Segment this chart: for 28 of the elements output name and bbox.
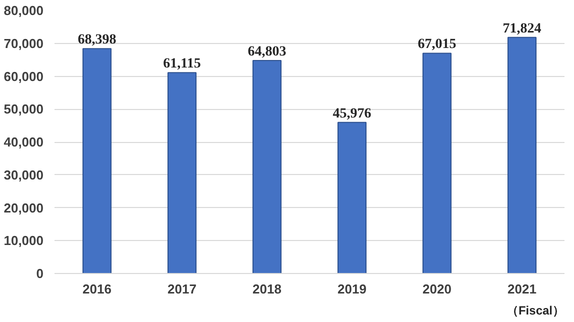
bar (507, 36, 537, 274)
y-tick-label: 10,000 (4, 233, 44, 248)
x-tick-label: 2017 (168, 282, 196, 296)
y-tick-label: 30,000 (4, 167, 44, 182)
data-label: 67,015 (418, 37, 456, 52)
data-label: 64,803 (248, 44, 286, 60)
x-tick-label: 2018 (252, 282, 282, 296)
bar (337, 122, 367, 274)
text: （Fiscal） (506, 304, 565, 318)
bar (167, 72, 197, 274)
data-label: 61,115 (163, 56, 201, 72)
data-label: 45,976 (332, 106, 372, 122)
y-tick-label: 20,000 (4, 200, 44, 216)
bar (82, 48, 112, 274)
y-tick-label: 70,000 (4, 36, 44, 51)
x-tick-label: 2020 (422, 282, 452, 296)
y-tick-label: 50,000 (4, 102, 44, 117)
bar (422, 52, 452, 274)
bar (252, 60, 282, 274)
data-label: 71,824 (502, 21, 542, 36)
x-tick-label: 2021 (508, 282, 536, 296)
data-label: 68,398 (78, 32, 116, 48)
y-tick-label: 60,000 (4, 68, 44, 84)
x-tick-label: 2016 (82, 282, 112, 296)
y-tick-label: 40,000 (4, 134, 44, 150)
y-tick-label: 0 (36, 266, 44, 281)
x-tick-label: 2019 (338, 282, 366, 296)
y-tick-label: 80,000 (4, 3, 44, 18)
